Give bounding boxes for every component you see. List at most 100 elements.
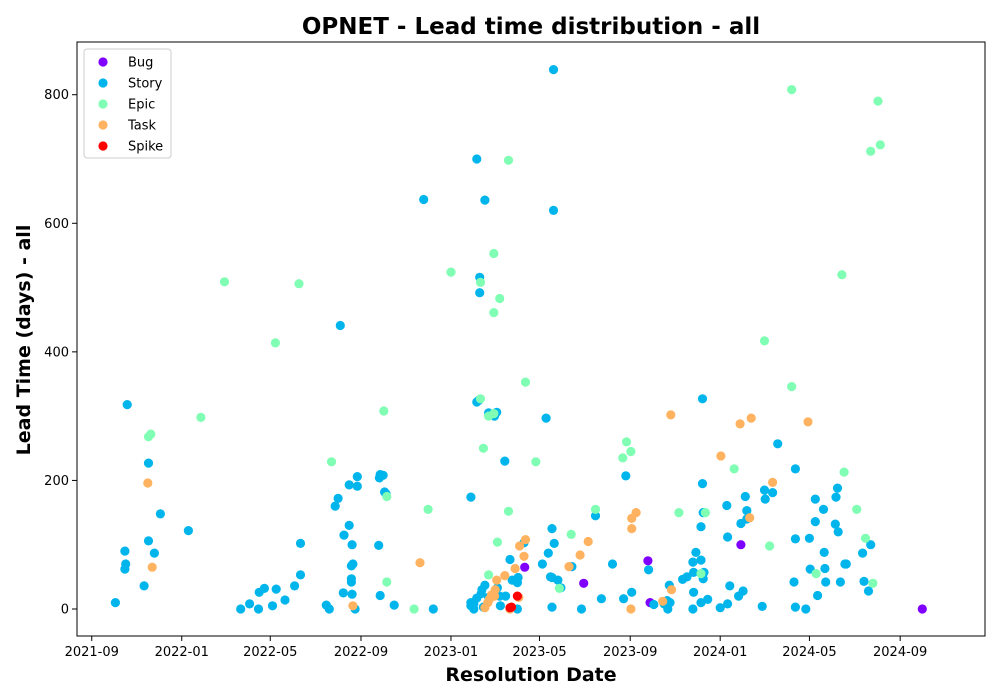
point-epic-36 (729, 464, 739, 474)
point-epic-42 (837, 270, 847, 280)
point-epic-40 (787, 382, 797, 392)
point-story-123 (703, 594, 713, 605)
y-tick-label: 0 (61, 603, 69, 618)
point-story-49 (428, 604, 438, 614)
x-axis-label: Resolution Date (445, 664, 616, 686)
point-story-102 (649, 599, 659, 610)
point-story-3 (121, 559, 131, 569)
point-story-28 (339, 530, 349, 540)
point-story-154 (830, 519, 840, 529)
point-epic-49 (875, 140, 885, 150)
point-task-20 (583, 536, 593, 547)
point-story-36 (348, 559, 358, 569)
point-story-99 (621, 471, 631, 481)
legend-marker-spike (98, 141, 108, 151)
point-story-118 (697, 394, 708, 404)
point-story-79 (513, 572, 523, 583)
point-story-152 (820, 563, 830, 574)
point-story-157 (833, 527, 843, 537)
point-epic-1 (146, 429, 156, 439)
point-task-30 (745, 513, 755, 523)
point-story-97 (607, 559, 618, 569)
x-tick-label: 2022-01 (155, 645, 209, 660)
point-epic-34 (696, 569, 706, 579)
point-story-142 (790, 534, 801, 544)
point-story-139 (773, 439, 783, 449)
point-story-136 (759, 485, 770, 495)
point-story-155 (831, 492, 841, 502)
point-story-44 (378, 470, 388, 480)
point-story-83 (543, 548, 553, 558)
point-story-95 (590, 511, 601, 521)
point-story-124 (715, 603, 725, 613)
point-task-17 (520, 535, 531, 545)
point-story-19 (290, 581, 300, 591)
point-story-85 (547, 524, 557, 534)
point-task-18 (564, 562, 574, 572)
point-story-112 (689, 567, 699, 578)
point-story-0 (110, 598, 120, 608)
point-epic-44 (852, 504, 862, 514)
point-epic-15 (478, 443, 488, 453)
y-tick-label: 400 (44, 345, 69, 360)
legend: Bug Story Epic Task Spike (83, 48, 172, 159)
point-task-27 (666, 585, 677, 595)
point-task-9 (490, 585, 500, 595)
point-task-15 (515, 541, 525, 551)
point-story-15 (259, 583, 269, 594)
point-story-109 (682, 572, 692, 582)
series-bug (520, 540, 927, 614)
point-story-163 (863, 586, 874, 596)
point-story-34 (347, 540, 357, 550)
point-story-151 (819, 547, 829, 558)
point-story-21 (295, 538, 306, 549)
point-story-88 (548, 205, 559, 215)
point-story-5 (139, 581, 149, 591)
x-tick-label: 2022-09 (334, 645, 388, 660)
point-story-25 (333, 493, 343, 503)
point-story-43 (375, 590, 385, 601)
point-story-82 (541, 413, 551, 423)
chart-title: OPNET - Lead time distribution - all (302, 14, 760, 40)
series-spike (505, 591, 523, 613)
point-story-27 (338, 588, 348, 598)
point-story-148 (810, 517, 820, 527)
point-story-138 (768, 488, 778, 498)
point-story-1 (120, 546, 130, 556)
point-bug-4 (736, 540, 746, 550)
point-epic-35 (700, 507, 711, 518)
point-bug-0 (520, 562, 530, 572)
point-story-101 (644, 565, 654, 575)
series-epic (143, 85, 885, 614)
x-tick-label: 2022-05 (243, 645, 297, 660)
point-epic-8 (382, 491, 392, 502)
point-epic-26 (531, 457, 541, 467)
point-task-22 (627, 524, 637, 534)
point-story-87 (547, 602, 557, 612)
point-spike-0 (512, 591, 523, 601)
point-task-11 (500, 571, 510, 581)
point-story-24 (330, 501, 340, 511)
point-story-125 (722, 500, 732, 511)
point-story-55 (472, 154, 482, 164)
y-axis-ticks: 0 200 400 600 800 (44, 88, 77, 618)
point-story-115 (696, 522, 706, 532)
point-story-114 (691, 547, 701, 558)
point-task-32 (768, 477, 778, 487)
point-epic-30 (618, 453, 628, 463)
point-epic-38 (765, 541, 775, 551)
point-epic-5 (294, 279, 304, 289)
point-story-107 (665, 598, 675, 608)
point-epic-46 (866, 146, 876, 156)
point-story-12 (245, 599, 255, 609)
point-epic-37 (759, 336, 770, 346)
point-story-18 (280, 595, 290, 605)
point-story-128 (725, 581, 735, 591)
point-story-29 (344, 480, 354, 490)
point-epic-28 (566, 529, 576, 540)
point-task-13 (510, 563, 520, 574)
point-story-100 (627, 587, 637, 597)
point-story-20 (295, 570, 306, 580)
point-story-96 (596, 594, 607, 604)
point-task-26 (666, 410, 676, 420)
